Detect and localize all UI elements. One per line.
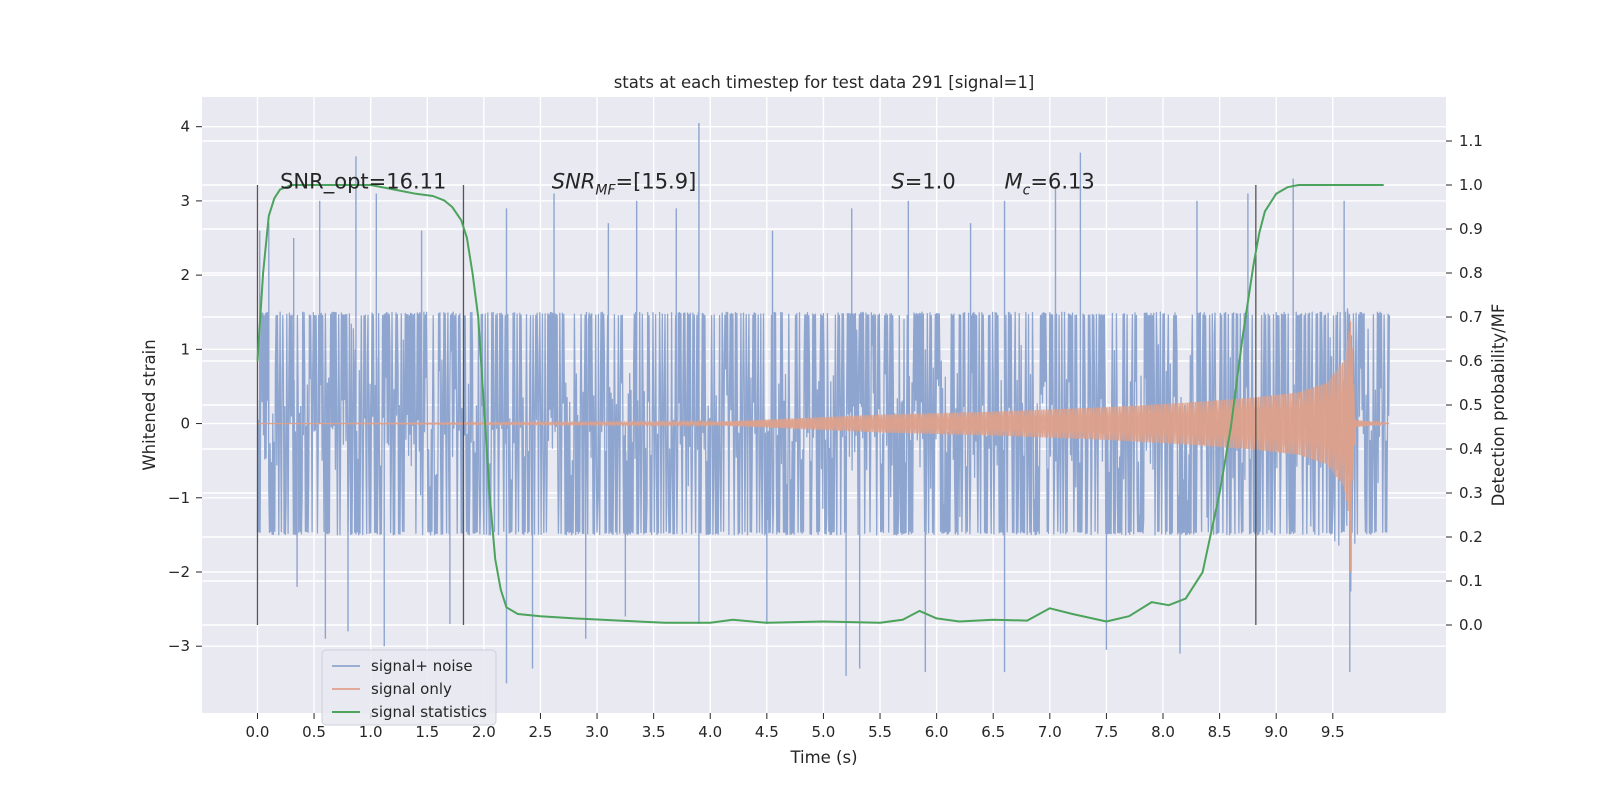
series-signal-only: [257, 321, 1390, 521]
y-tick-label: 3: [180, 192, 190, 210]
annotation-mc-main: M: [1005, 169, 1023, 193]
annotation-snr-opt: SNR_opt=16.11: [280, 169, 446, 194]
annotation-mc-sub: c: [1023, 182, 1031, 198]
annotations: SNR_opt=16.11 SNRMF=[15.9] S=1.0 Mc=6.13: [280, 169, 1095, 198]
y2-tick-label: 0.1: [1459, 572, 1483, 590]
y2-tick-label: 0.4: [1459, 440, 1483, 458]
x-axis: 0.0 0.5 1.0 1.5 2.0 2.5 3.0 3.5 4.0 4.5 5.0 5.5 6.0 6…: [246, 713, 1345, 741]
x-tick-label: 2.5: [529, 723, 553, 741]
x-tick-label: 6.5: [981, 723, 1005, 741]
annotation-s: S=1.0: [891, 169, 955, 193]
x-tick-label: 8.5: [1208, 723, 1232, 741]
annotation-mc-value: =6.13: [1030, 169, 1094, 193]
annotation-snr-mf-value: =[15.9]: [616, 169, 697, 193]
legend-label-signal-statistics: signal statistics: [371, 703, 487, 721]
y2-axis-label: Detection probability/MF: [1489, 304, 1508, 507]
annotation-snr-mf: SNRMF=[15.9]: [552, 169, 697, 198]
y2-tick-label: 0.7: [1459, 308, 1483, 326]
x-tick-label: 1.0: [359, 723, 383, 741]
x-tick-label: 4.0: [698, 723, 722, 741]
y2-tick-label: 0.0: [1459, 616, 1483, 634]
annotation-mc: Mc=6.13: [1005, 169, 1095, 198]
x-tick-label: 8.0: [1151, 723, 1175, 741]
x-tick-label: 9.5: [1321, 723, 1345, 741]
y2-tick-label: 0.9: [1459, 220, 1483, 238]
x-tick-label: 0.5: [302, 723, 326, 741]
legend: signal+ noise signal only signal statist…: [321, 649, 497, 726]
x-tick-label: 2.0: [472, 723, 496, 741]
x-tick-label: 5.5: [868, 723, 892, 741]
x-tick-label: 5.0: [812, 723, 836, 741]
y2-tick-label: 0.2: [1459, 528, 1483, 546]
annotation-s-main: S: [891, 169, 904, 193]
annotation-snr-mf-sub: MF: [595, 182, 616, 198]
x-tick-label: 0.0: [246, 723, 270, 741]
plot-content: [256, 122, 1391, 684]
y-tick-label: 2: [180, 266, 190, 284]
x-tick-label: 9.0: [1264, 723, 1288, 741]
legend-box: [321, 649, 497, 726]
y2-tick-label: 1.0: [1459, 176, 1483, 194]
x-tick-label: 3.0: [585, 723, 609, 741]
x-tick-label: 6.0: [925, 723, 949, 741]
y2-tick-label: 0.6: [1459, 352, 1483, 370]
x-tick-label: 1.5: [415, 723, 439, 741]
y-tick-label: −2: [168, 563, 190, 581]
x-tick-label: 4.5: [755, 723, 779, 741]
y-tick-label: −3: [168, 637, 190, 655]
chart-title: stats at each timestep for test data 291…: [614, 73, 1035, 92]
y2-tick-label: 0.5: [1459, 396, 1483, 414]
series-signal-statistics: [256, 184, 1384, 624]
y-tick-label: 0: [180, 415, 190, 433]
y2-tick-label: 0.8: [1459, 264, 1483, 282]
y-axis-label: Whitened strain: [140, 339, 159, 470]
y-axis-right: 0.0 0.1 0.2 0.3 0.4 0.5 0.6 0.7 0.8 0.9 1.0 1.1: [1446, 132, 1483, 634]
y2-tick-label: 1.1: [1459, 132, 1483, 150]
x-axis-label: Time (s): [789, 748, 857, 767]
y2-tick-label: 0.3: [1459, 484, 1483, 502]
x-tick-label: 7.5: [1094, 723, 1118, 741]
legend-label-signal-noise: signal+ noise: [371, 657, 473, 675]
x-tick-label: 3.5: [642, 723, 666, 741]
annotation-s-value: =1.0: [905, 169, 956, 193]
legend-label-signal-only: signal only: [371, 680, 452, 698]
x-tick-label: 7.0: [1038, 723, 1062, 741]
y-axis-left: −3 −2 −1 0 1 2 3 4: [168, 118, 202, 655]
y-tick-label: −1: [168, 489, 190, 507]
annotation-snr-mf-main: SNR: [552, 169, 596, 193]
y-tick-label: 1: [180, 340, 190, 358]
y-tick-label: 4: [180, 118, 190, 136]
